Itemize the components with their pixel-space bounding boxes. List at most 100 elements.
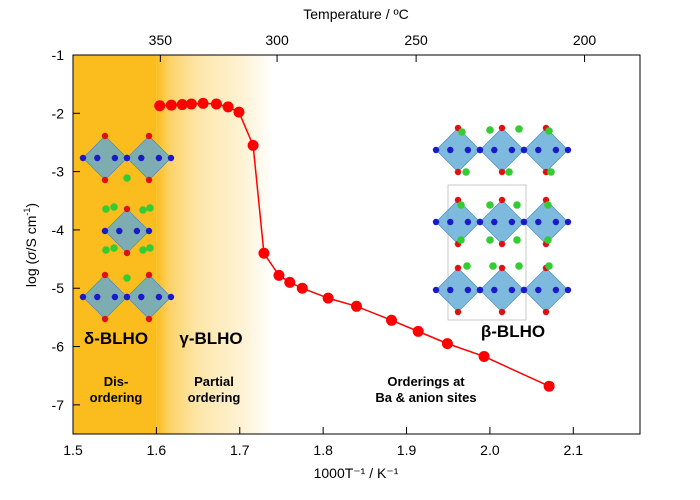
x-axis-label: 1000T⁻¹ / K⁻¹ [314,465,399,481]
atom [520,146,528,154]
atom [542,308,550,316]
octahedron [435,267,481,313]
data-point [543,380,555,392]
atom [552,286,560,294]
atom [111,154,119,162]
ba-atom [102,205,110,213]
region-desc-disordering-2: ordering [90,390,143,405]
atom [520,218,528,226]
ba-atom [457,201,465,209]
atom [464,218,472,226]
ba-atom [457,236,465,244]
atom [101,315,109,323]
ba-atom [545,127,553,135]
atom [508,286,516,294]
ba-atom [513,201,521,209]
atom [79,293,87,301]
atom [101,227,109,235]
data-point [478,350,490,362]
atom [564,286,572,294]
ba-atom [513,236,521,244]
atom [476,218,484,226]
ba-atom [463,262,471,270]
atom [476,146,484,154]
region-desc-partial-2: ordering [188,390,241,405]
atom [535,218,542,226]
data-point [210,98,222,110]
x-tick-label: 1.5 [63,442,83,458]
atom [123,205,131,213]
atom [123,249,131,257]
atom [447,218,454,226]
atom [432,146,440,154]
atom [491,218,498,226]
atom [167,293,175,301]
atom [123,154,131,162]
region-partial-ordering [156,55,274,434]
unit-cell [447,184,527,321]
atom [498,124,506,132]
atom [464,286,472,294]
atom [552,218,560,226]
atom [520,286,528,294]
x-tick-label: 1.6 [147,442,167,458]
atom [498,308,506,316]
y-tick-label: -2 [52,105,65,121]
ba-atom [146,244,154,252]
atom [167,154,175,162]
octahedron [479,127,525,173]
atom [145,132,153,140]
atom [145,271,153,279]
ba-atom [458,128,466,136]
crystal-structures [79,124,572,323]
phase-label-beta: β-BLHO [481,322,545,341]
atom [432,218,440,226]
top-tick-label: 300 [265,32,289,48]
ba-atom [486,201,494,209]
y-tick-label: -6 [52,339,65,355]
y-tick-label: -7 [52,397,65,413]
phase-label-gamma: γ-BLHO [179,329,242,348]
region-desc-ordering-1: Orderings at [387,374,465,389]
phase-label-delta: δ-BLHO [84,329,148,348]
data-point [284,276,296,288]
x-tick-label: 2.0 [480,442,500,458]
octahedron [479,267,525,313]
data-point [351,300,362,312]
data-point [441,338,453,350]
atom [498,168,506,176]
atom [564,218,572,226]
atom [145,315,153,323]
ba-atom [544,236,552,244]
atom [454,168,462,176]
data-point [296,282,308,294]
ba-atom [544,201,552,209]
atom [535,286,542,294]
ba-atom [146,204,154,212]
x-tick-label: 1.9 [397,442,417,458]
plot-frame [72,54,641,435]
data-point [176,99,188,111]
data-point [233,106,245,118]
data-point [154,100,166,112]
region-desc-ordering-2: Ba & anion sites [375,390,476,405]
y-tick-label: -3 [52,164,65,180]
atom [508,218,516,226]
ba-atom [486,236,494,244]
atom [94,154,101,162]
region-desc-partial-1: Partial [194,374,234,389]
y-axis-label: log (σ/S cm-1) [22,203,39,287]
atom [145,176,153,184]
top-tick-label: 200 [573,32,597,48]
data-point [247,139,259,151]
ba-atom [515,125,523,133]
data-point [165,99,177,111]
ba-atom [489,262,497,270]
atom [101,271,109,279]
data-point [222,101,234,113]
atom [498,240,506,248]
atom [454,308,462,316]
atom [491,146,498,154]
y-tick-label: -5 [52,280,65,296]
